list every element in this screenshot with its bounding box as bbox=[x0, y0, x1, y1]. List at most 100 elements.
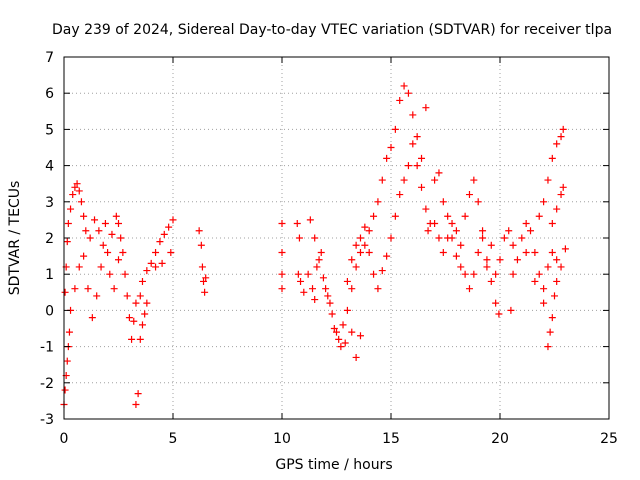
data-point bbox=[540, 285, 548, 293]
data-point bbox=[315, 256, 323, 264]
data-point bbox=[470, 176, 478, 184]
data-point bbox=[448, 220, 456, 228]
data-point bbox=[557, 191, 565, 199]
data-point bbox=[452, 227, 460, 235]
data-point bbox=[322, 285, 330, 293]
data-point bbox=[356, 248, 364, 256]
data-point bbox=[559, 125, 567, 133]
data-point bbox=[278, 270, 286, 278]
data-point bbox=[431, 176, 439, 184]
data-point bbox=[63, 238, 71, 246]
data-point bbox=[378, 267, 386, 275]
data-point bbox=[311, 234, 319, 242]
data-point bbox=[448, 234, 456, 242]
data-point bbox=[306, 216, 314, 224]
data-point bbox=[422, 104, 430, 112]
data-point bbox=[317, 248, 325, 256]
data-point bbox=[341, 339, 349, 347]
data-point bbox=[348, 256, 356, 264]
data-point bbox=[319, 274, 327, 282]
data-point bbox=[73, 180, 81, 188]
data-point bbox=[337, 343, 345, 351]
data-point bbox=[112, 212, 120, 220]
data-point bbox=[422, 205, 430, 213]
y-axis-label: SDTVAR / TECUs bbox=[7, 181, 23, 296]
data-point bbox=[361, 223, 369, 231]
data-point bbox=[115, 256, 122, 264]
data-point bbox=[63, 357, 71, 365]
data-point bbox=[201, 288, 209, 296]
data-point bbox=[461, 270, 469, 278]
data-point bbox=[343, 306, 351, 314]
data-point bbox=[80, 212, 88, 220]
data-point bbox=[169, 216, 177, 224]
data-point bbox=[439, 248, 447, 256]
data-point bbox=[553, 205, 561, 213]
data-point bbox=[553, 256, 561, 264]
data-point bbox=[297, 277, 305, 285]
data-point bbox=[313, 263, 321, 271]
data-point bbox=[400, 82, 408, 90]
data-point bbox=[134, 390, 142, 398]
data-point bbox=[370, 270, 378, 278]
data-point bbox=[527, 227, 535, 235]
data-point bbox=[115, 220, 122, 228]
data-point bbox=[77, 198, 85, 206]
data-point bbox=[128, 335, 136, 343]
data-point bbox=[71, 285, 79, 293]
data-point bbox=[387, 234, 395, 242]
y-tick-label: 1 bbox=[45, 267, 54, 283]
data-point bbox=[333, 328, 340, 336]
data-point bbox=[165, 223, 173, 231]
data-point bbox=[544, 176, 552, 184]
data-point bbox=[378, 176, 386, 184]
data-point bbox=[348, 285, 356, 293]
data-point bbox=[324, 292, 332, 300]
data-point bbox=[559, 183, 567, 191]
data-point bbox=[117, 234, 125, 242]
data-point bbox=[544, 263, 552, 271]
x-axis-ticks: 0 5 10 15 20 25 bbox=[60, 57, 618, 447]
data-point bbox=[141, 310, 149, 318]
data-point bbox=[136, 292, 144, 300]
grid-lines bbox=[64, 57, 609, 419]
data-point bbox=[294, 270, 302, 278]
data-point bbox=[548, 220, 556, 228]
data-point bbox=[82, 227, 90, 235]
data-point bbox=[387, 144, 395, 151]
data-point bbox=[435, 234, 443, 242]
x-axis-label: GPS time / hours bbox=[275, 457, 392, 473]
data-point bbox=[553, 277, 561, 285]
data-point bbox=[80, 252, 88, 260]
data-point bbox=[136, 335, 144, 343]
data-point bbox=[156, 238, 164, 246]
data-point bbox=[509, 241, 517, 249]
data-point bbox=[540, 299, 548, 307]
data-point bbox=[138, 277, 146, 285]
data-point bbox=[343, 277, 351, 285]
data-point bbox=[200, 277, 208, 285]
data-point bbox=[492, 299, 500, 307]
data-point bbox=[540, 198, 548, 206]
data-point bbox=[93, 292, 101, 300]
y-tick-label: -1 bbox=[40, 340, 54, 356]
data-point bbox=[99, 241, 107, 249]
data-point bbox=[391, 212, 399, 220]
data-point bbox=[544, 343, 552, 351]
y-tick-label: 7 bbox=[45, 50, 54, 66]
data-point bbox=[479, 234, 487, 242]
data-point bbox=[300, 288, 308, 296]
data-point bbox=[474, 198, 482, 206]
data-point bbox=[479, 227, 487, 235]
data-point bbox=[278, 285, 286, 293]
data-point bbox=[75, 263, 83, 271]
data-point bbox=[197, 241, 205, 249]
data-point bbox=[138, 321, 146, 329]
data-point bbox=[119, 248, 127, 256]
data-point bbox=[65, 328, 73, 336]
data-point bbox=[132, 299, 140, 307]
data-point bbox=[522, 248, 530, 256]
x-tick-label: 10 bbox=[273, 431, 291, 447]
data-point bbox=[383, 154, 391, 162]
data-point bbox=[71, 183, 79, 191]
